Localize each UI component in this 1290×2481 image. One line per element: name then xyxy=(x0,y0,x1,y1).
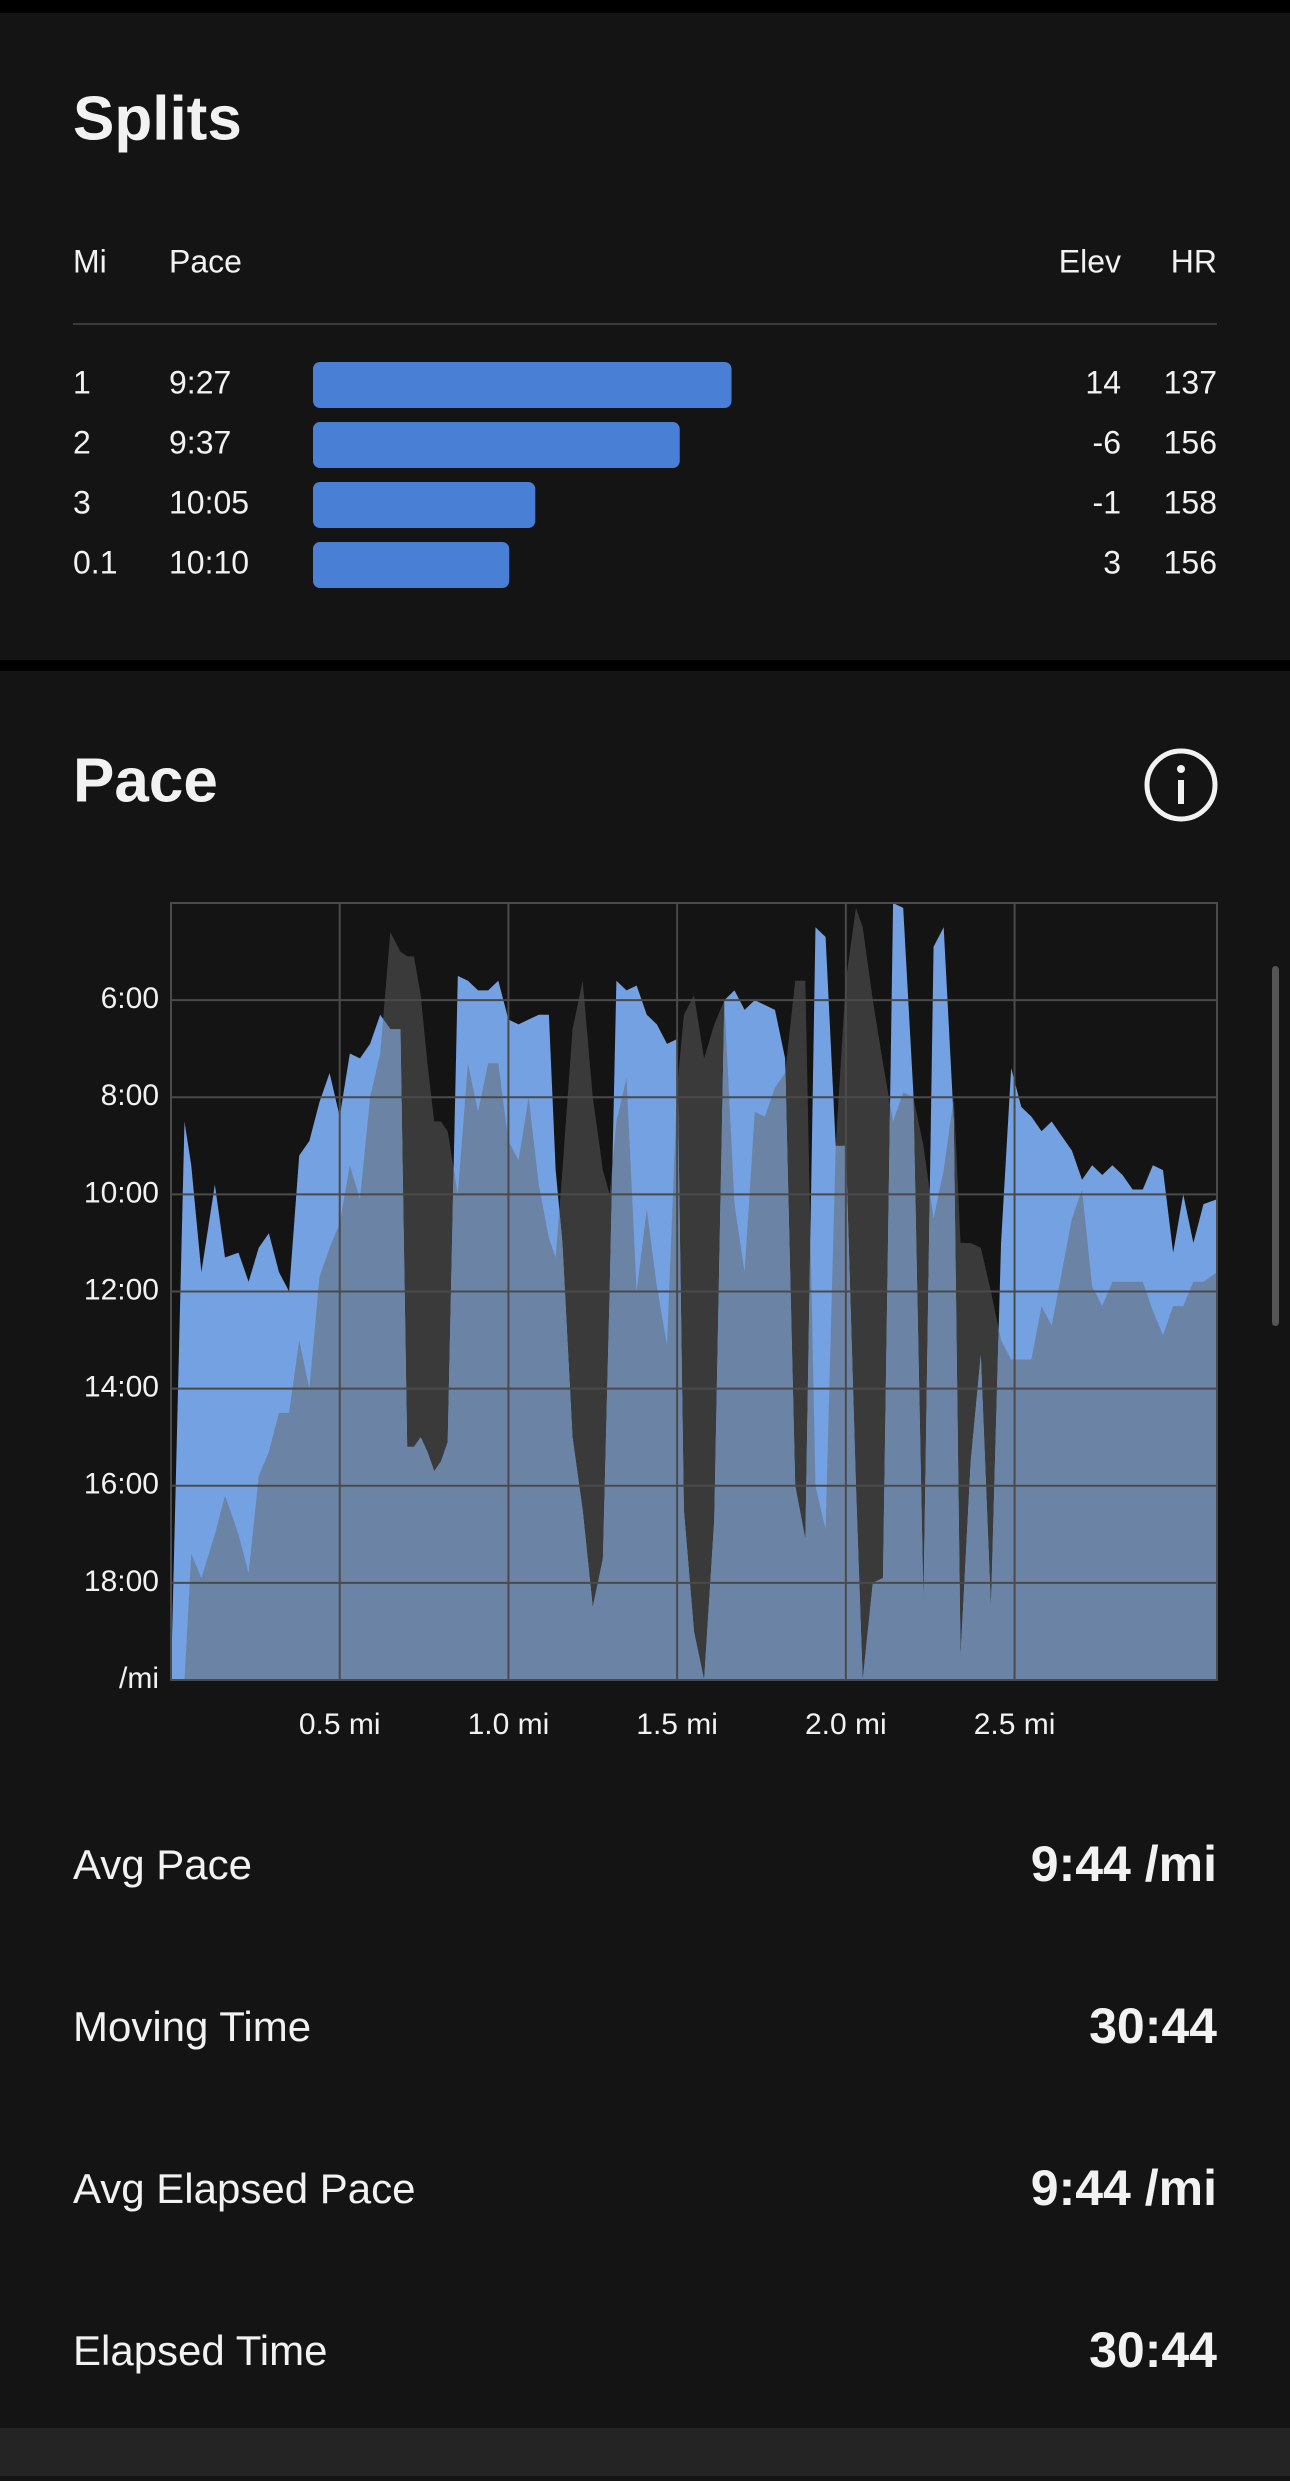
split-hr: 158 xyxy=(1164,484,1217,520)
split-elev: -1 xyxy=(1093,484,1121,520)
y-tick-label: 10:00 xyxy=(84,1176,159,1209)
y-tick-label: 14:00 xyxy=(84,1371,159,1404)
split-bar xyxy=(313,362,732,408)
stat-value: 30:44 xyxy=(1089,2322,1217,2378)
header-elev: Elev xyxy=(1059,243,1121,279)
split-hr: 137 xyxy=(1164,364,1217,400)
pace-chart: 6:00 8:00 10:00 12:00 14:00 16:00 18:00/mi 0.5 … xyxy=(84,902,1218,1741)
split-bar xyxy=(313,482,536,528)
split-mi: 0.1 xyxy=(73,544,117,580)
splits-title: Splits xyxy=(73,84,242,153)
stat-label: Elapsed Time xyxy=(73,2327,327,2374)
header-mi: Mi xyxy=(73,243,107,279)
section-separator xyxy=(0,660,1290,671)
info-button[interactable] xyxy=(1144,748,1218,822)
x-tick-label: 1.0 mi xyxy=(468,1708,550,1741)
header-pace: Pace xyxy=(169,243,242,279)
info-circle[interactable] xyxy=(1144,748,1218,822)
stat-value: 9:44 /mi xyxy=(1031,1836,1217,1892)
top-bar xyxy=(0,0,1290,13)
stat-value: 9:44 /mi xyxy=(1031,2160,1217,2216)
split-pace: 10:10 xyxy=(169,544,249,580)
split-bar xyxy=(313,422,680,468)
split-elev: 3 xyxy=(1103,544,1121,580)
split-elev: 14 xyxy=(1085,364,1121,400)
split-hr: 156 xyxy=(1164,424,1217,460)
header-hr: HR xyxy=(1171,243,1217,279)
stat-label: Avg Elapsed Pace xyxy=(73,2165,415,2212)
y-tick-label: 18:00 xyxy=(84,1565,159,1598)
split-mi: 2 xyxy=(73,424,91,460)
x-tick-label: 1.5 mi xyxy=(636,1708,718,1741)
x-tick-label: 0.5 mi xyxy=(299,1708,381,1741)
split-pace: 9:27 xyxy=(169,364,231,400)
y-tick-label: 8:00 xyxy=(101,1079,159,1112)
split-bar xyxy=(313,542,510,588)
split-elev: -6 xyxy=(1093,424,1121,460)
y-tick-label: 12:00 xyxy=(84,1273,159,1306)
y-tick-label: 16:00 xyxy=(84,1468,159,1501)
split-hr: 156 xyxy=(1164,544,1217,580)
stat-label: Moving Time xyxy=(73,2003,311,2050)
plot-frame xyxy=(170,902,1218,1681)
split-pace: 10:05 xyxy=(169,484,249,520)
x-tick-label: 2.0 mi xyxy=(805,1708,887,1741)
scrollbar xyxy=(1272,966,1279,1326)
bottom-bar xyxy=(0,2428,1290,2476)
split-mi: 3 xyxy=(73,484,91,520)
x-tick-label: 2.5 mi xyxy=(974,1708,1056,1741)
y-tick-label: /mi xyxy=(119,1662,159,1695)
stat-label: Avg Pace xyxy=(73,1841,252,1888)
y-tick-label: 6:00 xyxy=(101,982,159,1015)
pace-title: Pace xyxy=(73,746,218,815)
split-pace: 9:37 xyxy=(169,424,231,460)
info-dot[interactable] xyxy=(1177,765,1185,773)
stat-value: 30:44 xyxy=(1089,1998,1217,2054)
split-mi: 1 xyxy=(73,364,91,400)
